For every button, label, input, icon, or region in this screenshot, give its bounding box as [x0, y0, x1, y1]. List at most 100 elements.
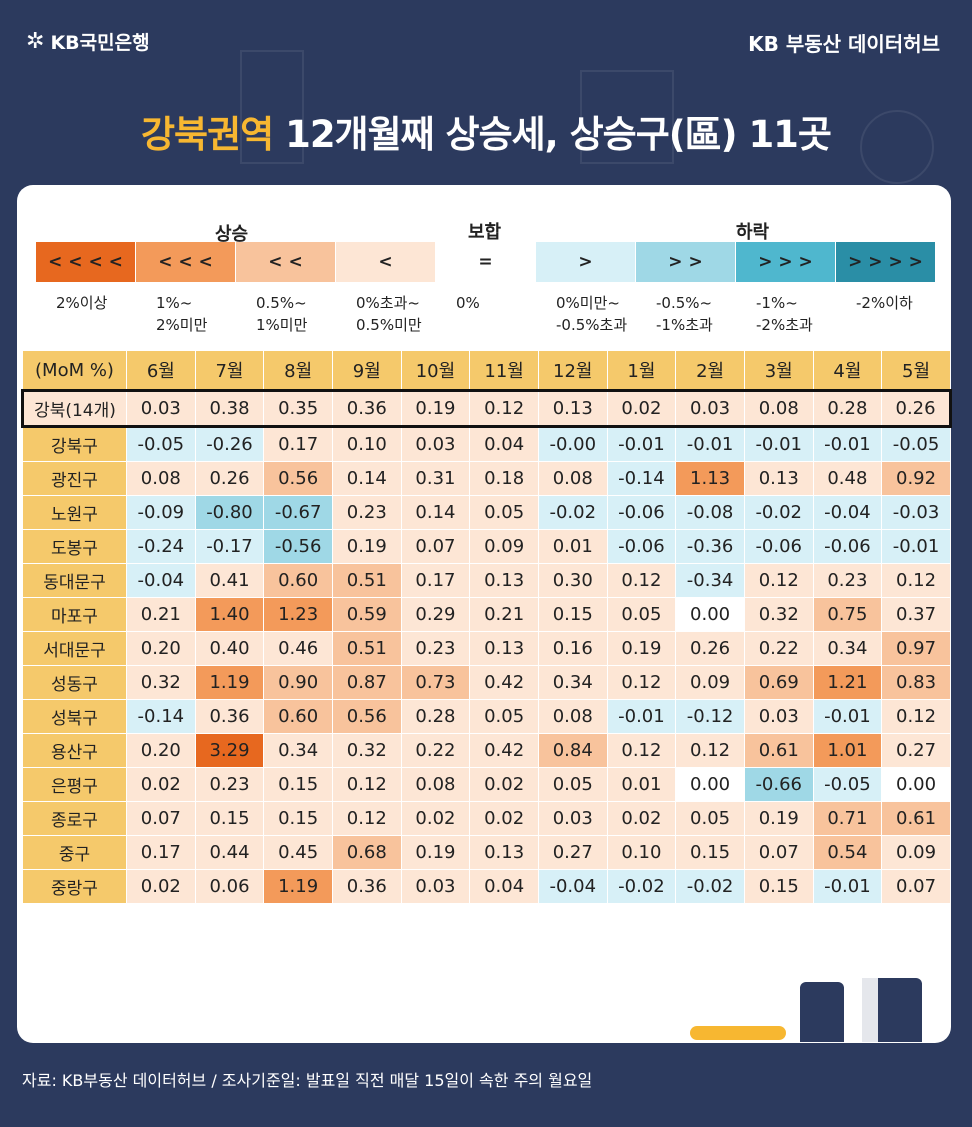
- value-cell: -0.17: [194, 529, 265, 564]
- value-cell: 0.12: [469, 389, 539, 428]
- value-cell: 3.29: [194, 733, 265, 768]
- value-cell: 0.02: [126, 767, 196, 802]
- value-cell: 0.09: [675, 665, 745, 700]
- value-cell: 0.44: [194, 835, 265, 870]
- title-rest: 12개월째 상승세, 상승구(區) 11곳: [273, 113, 832, 156]
- value-cell: 0.45: [263, 835, 333, 870]
- row-label: 용산구: [22, 733, 127, 768]
- value-cell: 0.08: [743, 389, 814, 428]
- value-cell: 0.12: [606, 665, 677, 700]
- table-row: 용산구 0.20 3.29 0.34 0.32 0.22 0.42 0.84 0.12 0.12 0…: [22, 733, 951, 768]
- value-cell: 0.17: [263, 426, 333, 462]
- month-header: 5월: [881, 350, 951, 391]
- table-row: 은평구 0.02 0.23 0.15 0.12 0.08 0.02 0.05 0.01 0.00-…: [22, 767, 951, 802]
- value-cell: 0.14: [331, 461, 402, 496]
- table-row: 도봉구 -0.24 -0.17 -0.56 0.19 0.07 0.09 0.01 -0.06-…: [22, 529, 951, 564]
- value-cell: 0.12: [675, 733, 745, 768]
- value-cell: 0.90: [263, 665, 333, 700]
- kb-logo: ✲ KB국민은행: [26, 28, 150, 55]
- hub-label: KB 부동산 데이터허브: [748, 32, 940, 56]
- month-header: 6월: [126, 350, 196, 391]
- row-label: 은평구: [22, 767, 127, 802]
- value-cell: 0.27: [537, 835, 608, 870]
- value-cell: 0.19: [400, 389, 471, 428]
- value-cell: 0.13: [469, 563, 539, 598]
- value-cell: 0.46: [263, 631, 333, 666]
- value-cell: 1.13: [675, 461, 745, 496]
- value-cell: 0.23: [400, 631, 471, 666]
- value-cell: 0.92: [881, 461, 951, 496]
- decor-stripe: [862, 978, 878, 1042]
- value-cell: 0.42: [469, 665, 539, 700]
- value-cell: 0.23: [194, 767, 265, 802]
- value-cell: 0.69: [743, 665, 814, 700]
- row-label: 도봉구: [22, 529, 127, 564]
- value-cell: 0.00: [881, 767, 951, 802]
- value-cell: -0.01: [812, 699, 883, 734]
- value-cell: -0.06: [743, 529, 814, 564]
- value-cell: 0.05: [537, 767, 608, 802]
- value-cell: 0.13: [469, 631, 539, 666]
- value-cell: 1.01: [812, 733, 883, 768]
- value-cell: -0.01: [606, 699, 677, 734]
- value-cell: 0.15: [743, 869, 814, 904]
- month-header: 11월: [469, 350, 539, 391]
- value-cell: 0.30: [537, 563, 608, 598]
- value-cell: 0.19: [331, 529, 402, 564]
- row-label: 마포구: [22, 597, 127, 632]
- value-cell: -0.56: [263, 529, 333, 564]
- legend-swatch: > > > >: [836, 242, 935, 282]
- value-cell: 0.00: [675, 597, 745, 632]
- table-row: 성북구 -0.14 0.36 0.60 0.56 0.28 0.05 0.08 -0.01 -0.…: [22, 699, 951, 734]
- legend-caption: 0.5%~ 1%미만: [256, 294, 308, 334]
- legend-swatch: > > >: [736, 242, 835, 282]
- value-cell: 0.61: [743, 733, 814, 768]
- value-cell: 0.32: [126, 665, 196, 700]
- mom-table: (MoM %) 6월 7월 8월 9월 10월 11월 12월 1월 2월 3월 4월 5월 강북(14…: [21, 350, 952, 904]
- month-header: 3월: [743, 350, 814, 391]
- corner-label: (MoM %): [22, 350, 127, 391]
- value-cell: 0.56: [331, 699, 402, 734]
- average-row: 강북(14개) 0.03 0.38 0.35 0.36 0.19 0.12 0.13 0.02 0…: [21, 389, 952, 428]
- legend-swatch: <: [336, 242, 435, 282]
- value-cell: 0.36: [331, 389, 402, 428]
- legend-caption: -1%~ -2%초과: [756, 294, 813, 334]
- value-cell: 1.40: [194, 597, 265, 632]
- legend-down-label: 하락: [736, 222, 770, 243]
- value-cell: 0.01: [606, 767, 677, 802]
- value-cell: 0.68: [331, 835, 402, 870]
- value-cell: -0.04: [537, 869, 608, 904]
- value-cell: 0.01: [537, 529, 608, 564]
- value-cell: 0.32: [743, 597, 814, 632]
- value-cell: 0.36: [194, 699, 265, 734]
- table-row: 마포구 0.21 1.40 1.23 0.59 0.29 0.21 0.15 0.05 0.00 0…: [22, 597, 951, 632]
- value-cell: 0.13: [469, 835, 539, 870]
- value-cell: 0.40: [194, 631, 265, 666]
- legend-caption: 2%이상: [56, 294, 108, 312]
- legend-up-label: 상승: [215, 224, 249, 245]
- value-cell: 0.84: [537, 733, 608, 768]
- value-cell: 0.16: [537, 631, 608, 666]
- value-cell: -0.01: [675, 426, 745, 462]
- value-cell: 0.10: [331, 426, 402, 462]
- value-cell: 0.97: [881, 631, 951, 666]
- value-cell: 0.48: [812, 461, 883, 496]
- table-row: 강북구 -0.05 -0.26 0.17 0.10 0.03 0.04 -0.00 -0.01-…: [22, 426, 951, 462]
- legend-swatch: < < <: [136, 242, 235, 282]
- value-cell: -0.02: [606, 869, 677, 904]
- value-cell: 0.42: [469, 733, 539, 768]
- value-cell: -0.01: [812, 869, 883, 904]
- value-cell: 0.22: [400, 733, 471, 768]
- row-label: 서대문구: [22, 631, 127, 666]
- magnifier-outline: [860, 110, 934, 184]
- value-cell: -0.14: [606, 461, 677, 496]
- row-label: 광진구: [22, 461, 127, 496]
- value-cell: 0.32: [331, 733, 402, 768]
- value-cell: 0.56: [263, 461, 333, 496]
- header-row: (MoM %) 6월 7월 8월 9월 10월 11월 12월 1월 2월 3월 4월 5월: [22, 350, 951, 391]
- row-label: 동대문구: [22, 563, 127, 598]
- value-cell: 0.02: [469, 767, 539, 802]
- value-cell: -0.05: [881, 426, 951, 462]
- value-cell: 0.07: [881, 869, 951, 904]
- legend-caption: 0%미만~ -0.5%초과: [556, 294, 628, 334]
